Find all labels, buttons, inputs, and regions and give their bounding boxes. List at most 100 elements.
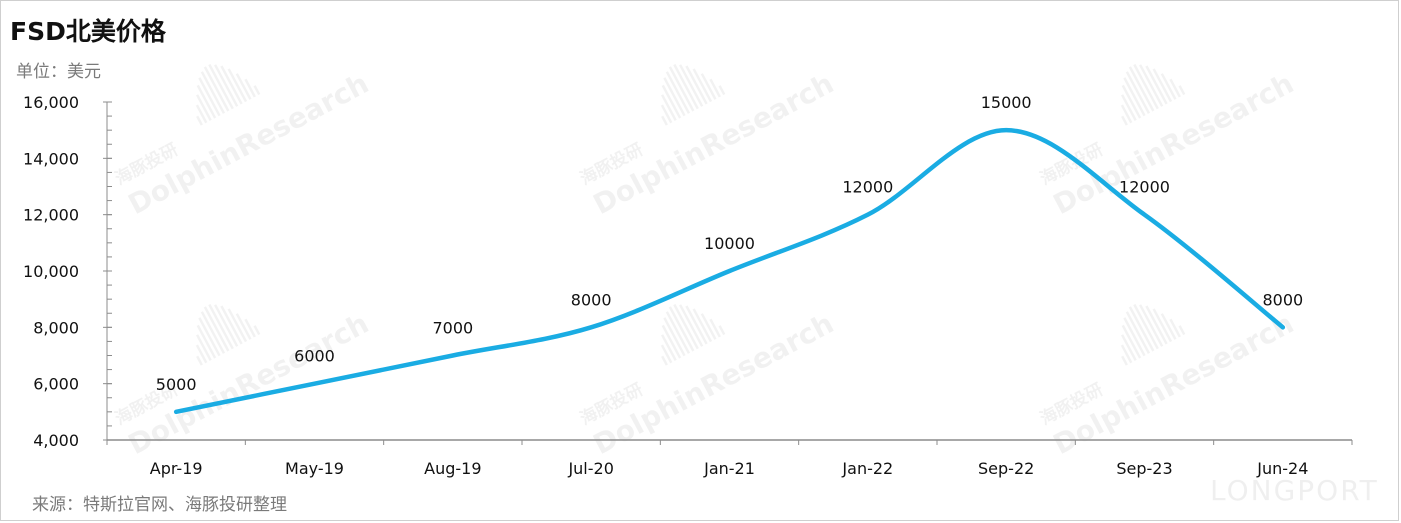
watermark-bar: [214, 64, 239, 107]
watermark-bar: [196, 324, 217, 359]
x-tick-label: Jan-22: [841, 459, 893, 478]
watermark-bar: [1169, 78, 1181, 98]
watermark-bar: [227, 308, 248, 343]
watermark-bar: [1139, 64, 1164, 107]
y-tick-label: 6,000: [33, 375, 79, 394]
watermark-bar: [195, 334, 212, 361]
watermark-bar: [660, 94, 677, 121]
watermark-bar: [679, 64, 704, 107]
x-tick-label: Jan-21: [703, 459, 755, 478]
y-tick-label: 14,000: [23, 149, 79, 168]
watermark-bar: [195, 104, 208, 124]
source-note: 来源：特斯拉官网、海豚投研整理: [32, 495, 287, 515]
watermark-bar: [244, 78, 256, 98]
watermark-bar: [1178, 85, 1186, 96]
watermark-brand-en: DolphinResearch: [1048, 67, 1299, 222]
x-tick-label: Jul-20: [567, 459, 613, 478]
watermark-brand-en: DolphinResearch: [123, 67, 374, 222]
watermark-bar: [660, 104, 673, 124]
watermark-bar: [195, 344, 208, 364]
watermark-bar: [700, 313, 717, 340]
data-label: 12000: [842, 178, 893, 197]
watermark-bar: [692, 308, 713, 343]
watermark-bar: [203, 306, 230, 352]
x-tick-label: Sep-23: [1116, 459, 1172, 478]
price-line: [173, 127, 1286, 415]
watermark-bar: [700, 73, 717, 100]
watermark-bar: [1160, 313, 1177, 340]
watermark-bar: [679, 304, 704, 347]
watermark-bar: [208, 63, 234, 110]
data-labels: 5000 6000 7000 8000 10000 12000 15000 12000 8000: [156, 93, 1303, 394]
series-layer: [173, 127, 1286, 415]
watermark-bar: [673, 303, 699, 350]
data-label: 7000: [432, 319, 473, 338]
watermark-bar: [1121, 324, 1142, 359]
watermark-bar: [1133, 63, 1159, 110]
watermark-bar: [1121, 355, 1128, 366]
watermark-bar: [214, 304, 239, 347]
watermark-bar: [709, 318, 721, 338]
y-tick-label: 4,000: [33, 431, 79, 450]
watermark-bar: [1139, 304, 1164, 347]
watermark-bar: [1125, 71, 1151, 114]
y-tick-label: 12,000: [23, 206, 79, 225]
watermark-bar: [195, 94, 212, 121]
watermark-bar: [196, 355, 203, 366]
watermark-bar: [200, 71, 226, 114]
watermark-bar: [235, 313, 252, 340]
watermark-bar: [196, 115, 203, 126]
watermark-bar: [685, 65, 708, 105]
watermark-bar: [673, 63, 699, 110]
watermark-bar: [227, 68, 248, 103]
watermark-bar: [1160, 73, 1177, 100]
data-label: 6000: [294, 347, 335, 366]
watermark-bar: [1120, 334, 1137, 361]
watermark-bar: [660, 334, 677, 361]
watermark-bar: [665, 311, 691, 354]
watermark-bar: [1145, 305, 1168, 345]
x-tick-label: Aug-19: [424, 459, 481, 478]
watermark-bar: [709, 78, 721, 98]
watermark-bar: [661, 355, 668, 366]
watermark-brand-en: DolphinResearch: [1048, 307, 1299, 462]
watermark-bar: [1120, 344, 1133, 364]
chart-title: FSD北美价格: [10, 17, 166, 46]
watermark-bar: [661, 84, 682, 119]
watermark-bar: [668, 66, 695, 112]
watermark-bar: [1145, 65, 1168, 105]
watermark-bar: [665, 71, 691, 114]
watermark-bar: [235, 73, 252, 100]
watermark-bar: [220, 305, 243, 345]
watermark-bar: [718, 85, 726, 96]
watermark-bar: [208, 303, 234, 350]
y-tick-label: 8,000: [33, 318, 79, 337]
watermark-bar: [692, 68, 713, 103]
watermark-brand-en: DolphinResearch: [588, 67, 839, 222]
watermark-bar: [200, 311, 226, 354]
watermark-bar: [1121, 115, 1128, 126]
watermark-bar: [1152, 308, 1173, 343]
x-tick-label: May-19: [285, 459, 344, 478]
data-label: 10000: [704, 234, 755, 253]
watermark-bar: [1125, 311, 1151, 354]
axes: 4,000 6,000 8,000 10,000 12,000 14,000 16,000 A…: [23, 93, 1353, 478]
watermark-bar: [661, 115, 668, 126]
y-tick-label: 16,000: [23, 93, 79, 112]
data-label: 8000: [571, 290, 612, 309]
x-tick-label: Sep-22: [978, 459, 1034, 478]
watermark-bar: [1128, 306, 1155, 352]
watermark-bar: [198, 317, 221, 357]
watermark-bar: [668, 306, 695, 352]
watermark-bar: [1133, 303, 1159, 350]
watermark-bar: [1169, 318, 1181, 338]
watermark-bar: [1121, 84, 1142, 119]
y-tick-label: 10,000: [23, 262, 79, 281]
watermark-bar: [661, 324, 682, 359]
watermark-bar: [253, 85, 261, 96]
watermark-bar: [1120, 94, 1137, 121]
